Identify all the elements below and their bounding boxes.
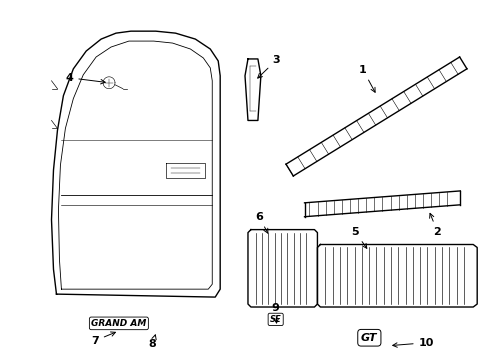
Text: SE: SE (269, 315, 281, 324)
Text: 1: 1 (358, 65, 374, 92)
Text: 8: 8 (148, 335, 156, 349)
Text: 6: 6 (254, 212, 267, 233)
Text: 3: 3 (257, 55, 280, 78)
Text: 9: 9 (271, 303, 279, 323)
Text: GRAND AM: GRAND AM (91, 319, 146, 328)
Text: GT: GT (360, 333, 377, 343)
Text: 7: 7 (91, 332, 115, 346)
Text: 4: 4 (65, 73, 105, 84)
Text: 5: 5 (350, 226, 366, 248)
Text: 10: 10 (392, 338, 433, 348)
Text: 2: 2 (429, 213, 440, 237)
